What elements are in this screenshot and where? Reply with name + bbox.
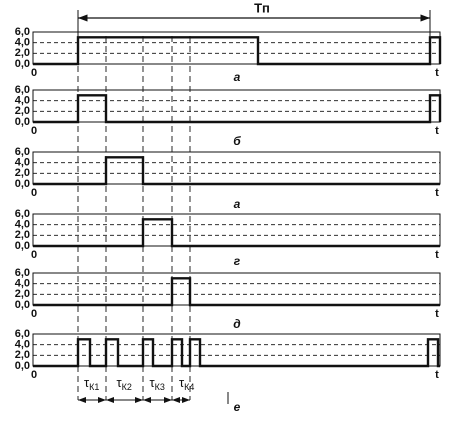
panel-frame bbox=[32, 151, 441, 185]
y-tick-label: 4,0 bbox=[15, 37, 30, 49]
y-tick-label: 0,0 bbox=[15, 116, 30, 128]
duration-label: τК2 bbox=[117, 375, 132, 392]
panel-letter: е bbox=[234, 400, 241, 414]
duration-subscript: К4 bbox=[184, 382, 194, 392]
duration-subscript: К1 bbox=[89, 382, 99, 392]
y-tick-label: 4,0 bbox=[15, 157, 30, 169]
panel-frame bbox=[32, 333, 441, 367]
panel-letter: а bbox=[234, 70, 241, 84]
time-label: t bbox=[435, 308, 439, 320]
time-label: t bbox=[435, 187, 439, 199]
duration-symbol: τ bbox=[117, 375, 123, 390]
y-tick-label: 6,0 bbox=[15, 267, 30, 279]
y-tick-label: 0,0 bbox=[15, 58, 30, 70]
origin-label: 0 bbox=[31, 308, 37, 320]
panel-letter: д bbox=[233, 317, 240, 331]
time-label: t bbox=[435, 67, 439, 79]
y-tick-label: 2,0 bbox=[15, 47, 30, 59]
duration-label: τК3 bbox=[150, 375, 165, 392]
y-tick-label: 0,0 bbox=[15, 360, 30, 372]
signal bbox=[33, 338, 440, 368]
panel-frame bbox=[32, 272, 441, 306]
origin-label: 0 bbox=[31, 67, 37, 79]
time-label: t bbox=[435, 125, 439, 137]
signal bbox=[33, 36, 442, 66]
duration-label: τК4 bbox=[179, 375, 194, 392]
origin-label: 0 bbox=[31, 369, 37, 381]
y-tick-label: 6,0 bbox=[15, 208, 30, 220]
duration-symbol: τ bbox=[150, 375, 156, 390]
duration-symbol: τ bbox=[84, 375, 90, 390]
origin-label: 0 bbox=[31, 125, 37, 137]
duration-subscript: К3 bbox=[155, 382, 165, 392]
origin-label: 0 bbox=[31, 249, 37, 261]
y-tick-label: 2,0 bbox=[15, 349, 30, 361]
y-tick-label: 0,0 bbox=[15, 240, 30, 252]
y-tick-label: 4,0 bbox=[15, 278, 30, 290]
y-tick-label: 6,0 bbox=[15, 84, 30, 96]
signal bbox=[33, 218, 440, 248]
y-tick-label: 2,0 bbox=[15, 167, 30, 179]
signal bbox=[33, 94, 442, 124]
time-label: t bbox=[435, 369, 439, 381]
signal bbox=[33, 277, 440, 307]
y-tick-label: 4,0 bbox=[15, 95, 30, 107]
y-tick-label: 6,0 bbox=[15, 26, 30, 38]
origin-label: 0 bbox=[31, 187, 37, 199]
duration-label: τК1 bbox=[84, 375, 99, 392]
signal bbox=[33, 156, 440, 186]
panel-letter: а bbox=[234, 197, 241, 211]
y-tick-label: 0,0 bbox=[15, 178, 30, 190]
y-tick-label: 4,0 bbox=[15, 219, 30, 231]
y-tick-label: 2,0 bbox=[15, 229, 30, 241]
y-tick-label: 6,0 bbox=[15, 328, 30, 340]
duration-symbol: τ bbox=[179, 375, 185, 390]
period-label: Tп bbox=[254, 0, 270, 15]
y-tick-label: 0,0 bbox=[15, 299, 30, 311]
y-tick-label: 6,0 bbox=[15, 146, 30, 158]
y-tick-label: 4,0 bbox=[15, 339, 30, 351]
duration-subscript: К2 bbox=[122, 382, 132, 392]
panel-letter: б bbox=[233, 134, 241, 148]
y-tick-label: 2,0 bbox=[15, 288, 30, 300]
panel-letter: г bbox=[234, 254, 241, 268]
panel-frame bbox=[32, 213, 441, 247]
time-label: t bbox=[435, 249, 439, 261]
y-tick-label: 2,0 bbox=[15, 105, 30, 117]
